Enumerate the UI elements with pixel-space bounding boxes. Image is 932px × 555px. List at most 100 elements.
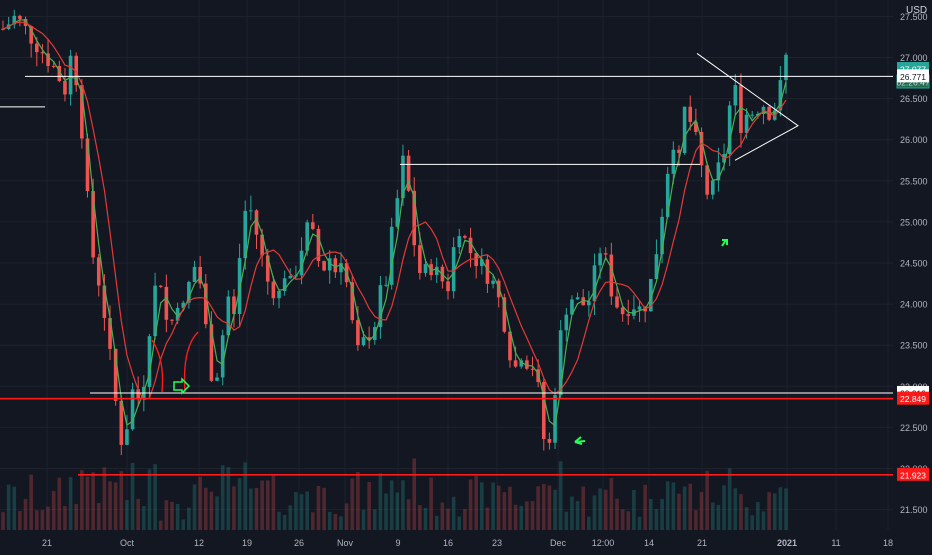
volume-bar xyxy=(603,489,608,530)
x-tick-label: 12 xyxy=(194,538,204,548)
candle-body xyxy=(119,400,124,445)
y-tick-label: 25.000 xyxy=(900,217,928,227)
candle-body xyxy=(102,285,107,319)
candle-body xyxy=(772,110,777,120)
candle-body xyxy=(40,52,45,54)
y-tick-label: 26.000 xyxy=(900,135,928,145)
candle-body xyxy=(209,324,214,381)
volume-bar xyxy=(187,507,191,530)
axes: 27.500 27.000 26.500 26.000 25.500 25.000 24.5… xyxy=(42,12,928,548)
volume-bar xyxy=(508,486,512,530)
volume-bar xyxy=(209,491,214,530)
volume-bar xyxy=(761,511,766,530)
candle-body xyxy=(147,336,152,387)
volume-bar xyxy=(271,474,276,530)
candle-body xyxy=(91,191,95,258)
volume-bar xyxy=(412,458,417,530)
volume-bar xyxy=(113,482,118,530)
volume-bar xyxy=(513,504,518,530)
candle-body xyxy=(570,299,574,315)
volume-bar xyxy=(372,509,377,530)
x-tick-label: 9 xyxy=(395,538,400,548)
candle-body xyxy=(401,155,405,199)
volume-bar xyxy=(192,484,197,530)
candle-body xyxy=(733,85,738,106)
volume-bar xyxy=(564,511,569,530)
countdown-label: 02:26:47 xyxy=(896,78,929,88)
volume-bar xyxy=(243,462,248,530)
volume-bar xyxy=(744,507,749,530)
candle-body xyxy=(637,306,642,310)
candle-body xyxy=(564,314,569,331)
volume-bar xyxy=(688,483,693,530)
volume-bars xyxy=(1,458,788,530)
candle-body xyxy=(136,389,140,399)
candle-body xyxy=(316,228,321,262)
volume-bar xyxy=(710,502,715,530)
candle-body xyxy=(451,247,456,292)
level-label-bg xyxy=(897,467,929,481)
volume-bar xyxy=(705,470,709,530)
volume-bar xyxy=(457,516,462,530)
y-tick-label: 26.500 xyxy=(900,94,928,104)
candle-body xyxy=(108,318,112,349)
candle-body xyxy=(485,259,490,284)
volume-bar xyxy=(18,511,22,530)
volume-bar xyxy=(530,501,535,530)
volume-bar xyxy=(643,484,647,530)
candle-body xyxy=(457,236,462,248)
candle-body xyxy=(237,258,242,315)
candle-body xyxy=(395,198,400,227)
volume-bar xyxy=(74,504,79,530)
candle-body xyxy=(282,278,287,292)
volume-bar xyxy=(446,508,450,530)
volume-bar xyxy=(68,477,73,530)
candle-body xyxy=(587,301,591,306)
volume-bar xyxy=(220,465,225,530)
volume-bar xyxy=(203,487,208,530)
arrow-annotation-icon xyxy=(721,239,728,247)
candle-body xyxy=(361,337,366,346)
candle-body xyxy=(615,296,619,308)
y-tick-label: 27.500 xyxy=(900,12,928,22)
volume-bar xyxy=(29,474,33,530)
volume-bar xyxy=(541,484,546,530)
candle-body xyxy=(96,257,101,286)
volume-bar xyxy=(423,507,428,530)
volume-bar xyxy=(130,462,135,530)
level-label: 21.923 xyxy=(900,470,926,480)
volume-bar xyxy=(102,467,107,530)
candle-body xyxy=(339,263,343,273)
volume-bar xyxy=(581,486,586,530)
level-label-bg xyxy=(897,391,929,405)
x-tick-label: 12:00 xyxy=(592,538,615,548)
volume-bar xyxy=(265,480,270,530)
x-tick-label: 21 xyxy=(42,538,52,548)
volume-bar xyxy=(649,498,653,530)
candle-body xyxy=(80,85,84,139)
candle-body xyxy=(508,331,512,361)
volume-bar xyxy=(474,475,478,530)
volume-bar xyxy=(361,509,366,530)
candle-body xyxy=(356,320,360,346)
candle-body xyxy=(226,296,231,336)
x-tick-label: Dec xyxy=(550,538,567,548)
volume-bar xyxy=(316,485,321,530)
candle-body xyxy=(181,302,186,308)
volume-bar xyxy=(654,509,659,530)
candle-body xyxy=(620,307,625,315)
x-tick-label: Oct xyxy=(120,538,135,548)
candle-body xyxy=(277,291,281,299)
volume-bar xyxy=(333,513,338,530)
volume-bar xyxy=(772,493,777,530)
volume-bar xyxy=(626,511,631,530)
candle-body xyxy=(598,253,602,266)
candle-body xyxy=(198,266,202,284)
candle-body xyxy=(553,395,557,443)
candle-body xyxy=(1,28,5,30)
volume-bar xyxy=(215,496,219,530)
candle-body xyxy=(130,389,135,430)
candle-body xyxy=(710,180,715,195)
volume-bar xyxy=(384,493,388,530)
